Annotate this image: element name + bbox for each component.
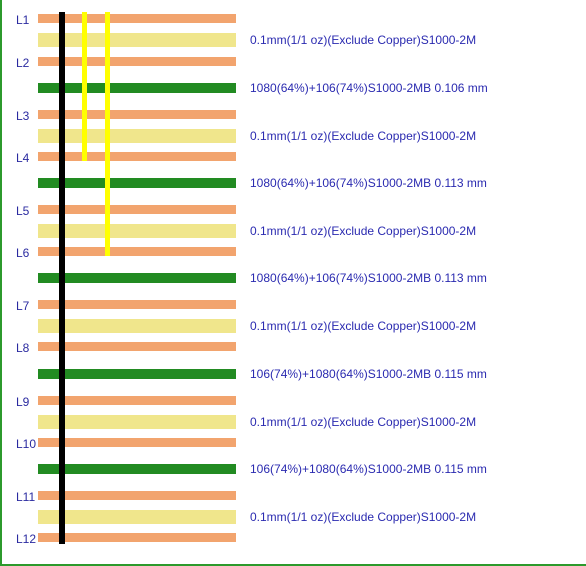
copper-layer-l5: [38, 205, 236, 214]
copper-layer-l4: [38, 152, 236, 161]
prepreg-dielectric: [38, 464, 236, 474]
copper-layer-l3: [38, 110, 236, 119]
blind-via-l1-l6: [105, 12, 110, 256]
copper-layer-l9: [38, 396, 236, 405]
layer-label: L12: [16, 532, 37, 546]
layer-label: L6: [16, 246, 30, 260]
prepreg-dielectric: [38, 368, 236, 379]
layer-label: L7: [16, 299, 30, 313]
copper-layer-l1: [38, 14, 236, 23]
layer-label: L11: [16, 490, 36, 504]
copper-layer-l11: [38, 491, 236, 500]
layer-label: L3: [16, 109, 30, 123]
core-dielectric: [38, 128, 236, 143]
copper-layer-l10: [38, 438, 236, 447]
dielectric-label: 0.1mm(1/1 oz)(Exclude Copper)S1000-2M: [250, 509, 477, 524]
dielectric-label: 0.1mm(1/1 oz)(Exclude Copper)S1000-2M: [250, 414, 477, 429]
copper-layer-l2: [38, 57, 236, 66]
layer-label: L9: [16, 395, 30, 409]
dielectric-label: 0.1mm(1/1 oz)(Exclude Copper)S1000-2M: [250, 128, 477, 143]
copper-layer-l12: [38, 533, 236, 542]
dielectric-label: 106(74%)+1080(64%)S1000-2MB 0.115 mm: [250, 366, 487, 381]
core-dielectric: [38, 33, 236, 47]
core-dielectric: [38, 318, 236, 333]
copper-layer-l7: [38, 300, 236, 309]
prepreg-dielectric: [38, 178, 236, 188]
dielectric-label: 0.1mm(1/1 oz)(Exclude Copper)S1000-2M: [250, 223, 477, 238]
copper-layer-l8: [38, 342, 236, 351]
dielectric-label: 106(74%)+1080(64%)S1000-2MB 0.115 mm: [250, 462, 487, 476]
core-dielectric: [38, 509, 236, 524]
core-dielectric: [38, 223, 236, 238]
copper-layer-l6: [38, 247, 236, 256]
dielectric-label: 1080(64%)+106(74%)S1000-2MB 0.113 mm: [250, 176, 487, 190]
dielectric-label: 1080(64%)+106(74%)S1000-2MB 0.113 mm: [250, 271, 487, 285]
core-dielectric: [38, 414, 236, 429]
through-via: [59, 12, 65, 544]
blind-via-l1-l4: [82, 12, 87, 161]
layer-label: L2: [16, 56, 30, 70]
prepreg-dielectric: [38, 273, 236, 283]
layer-label: L10: [16, 437, 37, 451]
layer-label: L1: [16, 13, 30, 27]
dielectric-label: 0.1mm(1/1 oz)(Exclude Copper)S1000-2M: [250, 318, 477, 333]
prepreg-dielectric: [38, 83, 236, 93]
layer-label: L8: [16, 341, 30, 355]
dielectric-label: 0.1mm(1/1 oz)(Exclude Copper)S1000-2M: [250, 33, 477, 47]
layer-label: L5: [16, 204, 30, 218]
dielectric-label: 1080(64%)+106(74%)S1000-2MB 0.106 mm: [250, 81, 488, 95]
layer-label: L4: [16, 151, 30, 165]
